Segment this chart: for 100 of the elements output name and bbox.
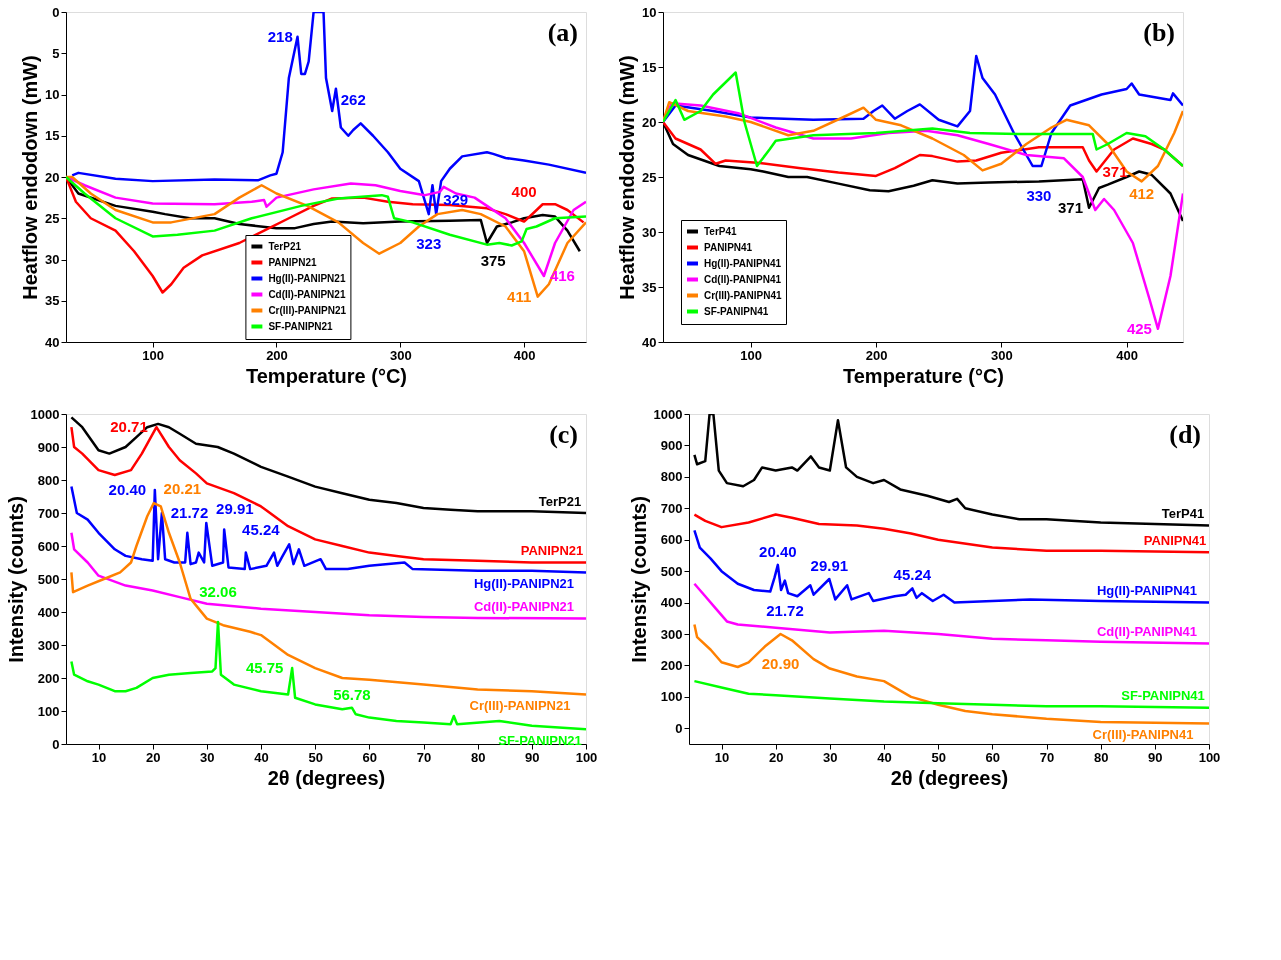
y-tick-label: 100 (660, 689, 683, 705)
x-tick-label: 90 (525, 749, 540, 765)
y-tick-label: 35 (45, 293, 60, 309)
x-tick-label: 100 (142, 347, 165, 363)
annotation: (a) (547, 18, 578, 47)
y-tick-label: 700 (660, 500, 683, 516)
y-tick-label: 1000 (30, 406, 60, 422)
annotation: (c) (549, 420, 578, 449)
legend-label: SF-PANIPN21 (268, 320, 334, 332)
y-tick-label: 10 (45, 87, 60, 102)
line-series (693, 623, 1209, 725)
legend-label: Cr(III)-PANIPN21 (268, 304, 347, 316)
annotation: 262 (340, 90, 366, 108)
x-tick-label: 10 (714, 749, 730, 765)
annotation: 375 (480, 251, 506, 269)
annotation: 425 (1126, 319, 1152, 337)
y-tick-label: 5 (52, 45, 60, 61)
x-tick-label: 90 (1148, 749, 1163, 765)
annotation: 29.91 (810, 557, 849, 574)
annotation: 20.40 (108, 480, 147, 498)
x-tick-label: 300 (389, 347, 412, 363)
series-label: SF-PANIPN41 (1121, 688, 1205, 704)
line-series (693, 582, 1209, 645)
y-tick-label: 200 (660, 657, 683, 673)
y-tick-label: 0 (52, 4, 60, 20)
x-tick-label: 100 (1198, 749, 1221, 765)
legend-label: Hg(II)-PANIPN41 (704, 257, 782, 269)
y-tick-label: 0 (52, 736, 60, 752)
x-tick-label: 40 (877, 749, 892, 765)
annotation: 400 (511, 182, 537, 200)
y-tick-label: 500 (660, 563, 683, 579)
y-axis-title: Intensity (counts) (627, 496, 650, 663)
annotation: 218 (267, 27, 293, 45)
y-tick-label: 30 (642, 224, 657, 240)
legend-label: PANIPN41 (704, 241, 753, 253)
y-tick-label: 400 (37, 604, 60, 620)
legend-label: Hg(II)-PANIPN21 (268, 272, 346, 284)
annotation: 45.24 (893, 566, 932, 584)
series-label: Cr(III)-PANIPN21 (469, 698, 571, 713)
x-tick-label: 40 (254, 749, 269, 765)
annotation: 20.71 (110, 418, 148, 436)
x-tick-label: 50 (308, 749, 323, 765)
y-tick-label: 600 (37, 538, 60, 554)
annotation: 56.78 (333, 685, 371, 703)
x-axis-title: 2θ (degrees) (890, 766, 1009, 789)
series-label: PANIPN41 (1143, 532, 1207, 548)
x-tick-label: 100 (575, 749, 598, 765)
y-axis-title: Intensity (counts) (4, 496, 27, 663)
x-tick-label: 60 (985, 749, 1001, 765)
y-tick-label: 500 (37, 571, 60, 587)
y-tick-label: 40 (642, 334, 657, 350)
annotation: 329 (443, 191, 469, 209)
x-tick-label: 80 (470, 749, 486, 765)
line-series (70, 485, 586, 574)
line-series (693, 414, 1209, 527)
y-tick-label: 600 (660, 532, 683, 548)
x-tick-label: 300 (990, 347, 1013, 363)
y-tick-label: 25 (45, 210, 60, 226)
x-tick-label: 50 (931, 749, 946, 765)
series-label: Hg(II)-PANIPN41 (1096, 583, 1198, 599)
x-tick-label: 200 (865, 347, 888, 363)
x-tick-label: 400 (513, 347, 536, 363)
x-tick-label: 70 (1039, 749, 1055, 765)
series-label: PANIPN21 (520, 543, 584, 558)
y-tick-label: 25 (642, 169, 657, 185)
y-tick-label: 700 (37, 505, 60, 521)
y-tick-label: 20 (45, 169, 60, 185)
line-series (693, 679, 1209, 710)
annotation: 45.75 (245, 659, 284, 677)
line-series (70, 620, 586, 731)
x-axis-title: Temperature (°C) (246, 364, 407, 387)
annotation: 29.91 (216, 499, 254, 517)
y-tick-label: 0 (675, 720, 683, 736)
annotation: 20.90 (761, 655, 800, 672)
series-label: Cd(II)-PANIPN21 (473, 599, 575, 615)
x-tick-label: 200 (266, 347, 288, 363)
x-tick-label: 60 (362, 749, 378, 765)
y-tick-label: 900 (37, 439, 60, 455)
annotation: 45.24 (242, 521, 281, 539)
y-tick-label: 900 (660, 437, 683, 453)
x-tick-label: 20 (768, 749, 784, 765)
y-tick-label: 200 (37, 670, 60, 686)
annotation: 20.40 (759, 542, 797, 560)
y-axis-title: Heatflow endodown (mW) (616, 55, 639, 300)
y-tick-label: 300 (660, 626, 683, 642)
series-label: Cr(III)-PANIPN41 (1092, 727, 1194, 743)
series-label: Hg(II)-PANIPN21 (473, 575, 575, 591)
y-tick-label: 100 (37, 703, 60, 719)
y-tick-label: 300 (37, 637, 60, 653)
legend-label: Cr(III)-PANIPN41 (704, 289, 783, 301)
annotation: 21.72 (170, 504, 209, 521)
legend-label: TerP21 (268, 240, 302, 252)
y-tick-label: 35 (642, 279, 657, 295)
annotation: 330 (1026, 187, 1052, 204)
x-tick-label: 80 (1093, 749, 1109, 765)
annotation: 21.72 (766, 601, 804, 619)
x-tick-label: 20 (145, 749, 161, 765)
y-tick-label: 15 (642, 59, 657, 75)
x-tick-label: 30 (823, 749, 838, 765)
legend-label: PANIPN21 (268, 256, 317, 268)
